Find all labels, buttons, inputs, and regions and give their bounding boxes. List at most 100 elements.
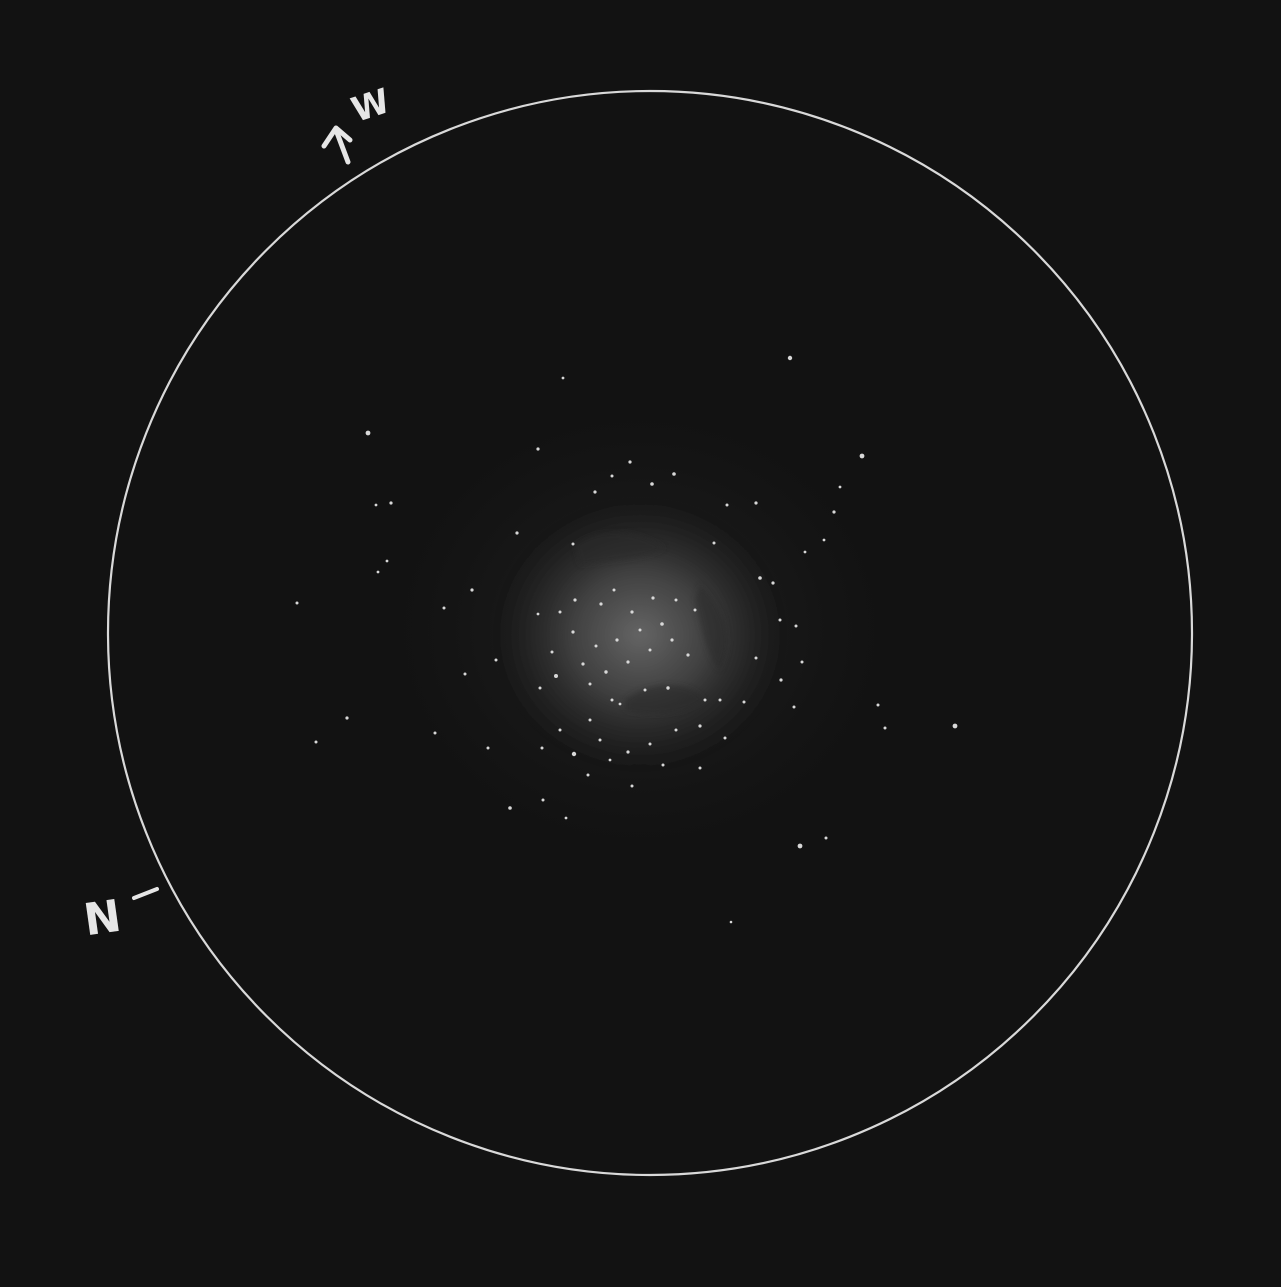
- star: [648, 648, 652, 652]
- star: [612, 588, 616, 592]
- star: [661, 763, 665, 767]
- star: [598, 738, 602, 742]
- star: [541, 798, 545, 802]
- star: [651, 596, 655, 600]
- star: [832, 510, 836, 514]
- star: [771, 581, 775, 585]
- star: [618, 702, 622, 706]
- star: [558, 610, 562, 614]
- star: [536, 612, 540, 616]
- tick-mark-icon: [132, 887, 159, 900]
- star: [630, 784, 634, 788]
- star: [608, 758, 612, 762]
- star: [550, 650, 554, 654]
- star: [648, 742, 652, 746]
- star: [674, 728, 678, 732]
- star: [754, 656, 758, 660]
- star: [883, 726, 887, 730]
- star: [588, 718, 592, 722]
- star: [610, 474, 614, 478]
- star: [588, 682, 592, 686]
- star-field: [295, 355, 958, 924]
- star: [515, 531, 519, 535]
- star: [376, 570, 380, 574]
- star: [674, 598, 678, 602]
- star: [630, 610, 634, 614]
- star: [571, 542, 575, 546]
- dark-lane-lower: [625, 685, 705, 715]
- star: [494, 658, 498, 662]
- star: [610, 698, 614, 702]
- star: [698, 766, 702, 770]
- star: [660, 622, 664, 626]
- star: [754, 501, 758, 505]
- star: [586, 773, 590, 777]
- star: [571, 751, 577, 757]
- arrow-up-icon: [321, 125, 353, 165]
- star: [561, 376, 565, 380]
- star: [787, 355, 793, 361]
- star: [345, 716, 349, 720]
- star: [463, 672, 467, 676]
- star: [604, 670, 608, 674]
- star: [433, 731, 437, 735]
- star: [794, 624, 798, 628]
- star: [758, 576, 762, 580]
- star: [952, 723, 958, 729]
- star: [859, 453, 865, 459]
- star: [486, 746, 490, 750]
- star: [698, 724, 702, 728]
- star: [571, 630, 575, 634]
- star: [742, 700, 746, 704]
- star: [470, 588, 474, 592]
- star: [442, 606, 446, 610]
- star: [564, 816, 568, 820]
- star: [615, 638, 619, 642]
- star: [628, 460, 632, 464]
- dark-lane-upper: [575, 532, 665, 565]
- star: [593, 490, 597, 494]
- star: [365, 430, 371, 436]
- star: [385, 559, 389, 563]
- star: [670, 638, 674, 642]
- field-of-view-circle: [106, 89, 1194, 1177]
- star: [626, 660, 630, 664]
- star: [538, 686, 542, 690]
- star: [824, 836, 828, 840]
- star: [803, 550, 807, 554]
- nebula-glow: [490, 495, 790, 775]
- star: [389, 501, 393, 505]
- star: [558, 728, 562, 732]
- star: [540, 746, 544, 750]
- star: [725, 503, 729, 507]
- star: [703, 698, 707, 702]
- star: [599, 602, 603, 606]
- dark-lane-right: [695, 585, 728, 670]
- star: [876, 703, 880, 707]
- star: [792, 705, 796, 709]
- star: [374, 503, 378, 507]
- star: [573, 598, 577, 602]
- star: [723, 736, 727, 740]
- star: [838, 485, 842, 489]
- star: [729, 920, 733, 924]
- star: [718, 698, 722, 702]
- star: [314, 740, 318, 744]
- star: [693, 608, 697, 612]
- star: [666, 686, 670, 690]
- star: [797, 843, 803, 849]
- star: [712, 541, 716, 545]
- star: [800, 660, 804, 664]
- north-label: N: [80, 890, 125, 947]
- star: [643, 688, 647, 692]
- star: [778, 618, 782, 622]
- star: [686, 653, 690, 657]
- star: [508, 806, 512, 810]
- star: [581, 662, 585, 666]
- star: [626, 750, 630, 754]
- star: [594, 644, 598, 648]
- star: [638, 628, 642, 632]
- star: [536, 447, 540, 451]
